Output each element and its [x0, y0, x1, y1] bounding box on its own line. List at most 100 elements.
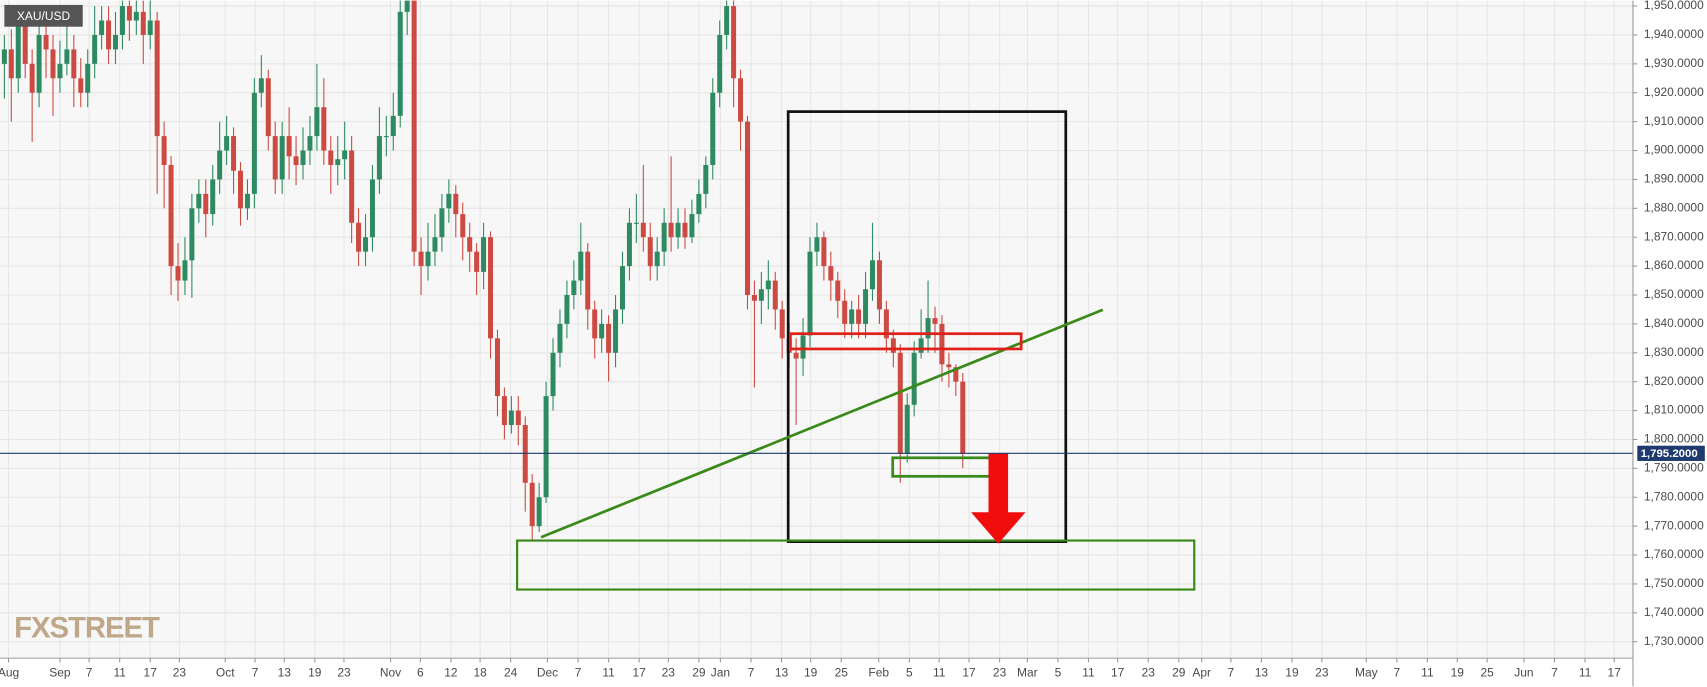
- candle-body: [258, 78, 264, 93]
- x-tick-label: 7: [1394, 666, 1401, 680]
- candle-body: [731, 6, 737, 79]
- candle-body: [619, 266, 625, 310]
- candle-body: [390, 115, 396, 137]
- y-tick-label: 1,880.0000: [1644, 200, 1704, 214]
- candle-body: [251, 92, 257, 194]
- candle-body: [654, 251, 660, 267]
- y-tick-label: 1,940.0000: [1644, 27, 1704, 41]
- x-tick-label: Jun: [1514, 666, 1533, 680]
- candle-body: [744, 121, 750, 295]
- candle-body: [439, 208, 445, 238]
- x-tick-label: Sep: [49, 666, 71, 680]
- y-tick-label: 1,850.0000: [1644, 287, 1704, 301]
- candle-body: [481, 237, 487, 272]
- candle-body: [508, 410, 514, 426]
- candle-body: [265, 78, 271, 137]
- candle-body: [717, 34, 723, 93]
- candle-body: [231, 136, 237, 171]
- candle-body: [238, 170, 244, 209]
- candle-body: [661, 222, 667, 252]
- candle-body: [856, 309, 862, 324]
- candle-body: [369, 179, 375, 238]
- x-tick-label: 17: [144, 666, 158, 680]
- candle-body: [557, 323, 563, 353]
- candle-body: [224, 136, 230, 151]
- candle-body: [647, 237, 653, 267]
- y-tick-label: 1,830.0000: [1644, 345, 1704, 359]
- x-tick-label: 29: [692, 666, 706, 680]
- y-tick-label: 1,770.0000: [1644, 518, 1704, 532]
- candle-body: [272, 136, 278, 180]
- candle-body: [64, 49, 70, 64]
- y-tick-label: 1,750.0000: [1644, 576, 1704, 590]
- candle-body: [835, 280, 841, 301]
- candle-body: [182, 260, 188, 281]
- current-price-label: 1,795.2000: [1641, 448, 1698, 460]
- candle-body: [550, 352, 556, 397]
- candle-body: [363, 237, 369, 252]
- candle-body: [78, 78, 84, 93]
- candle-body: [217, 150, 223, 180]
- candle-body: [29, 63, 35, 93]
- candle-body: [293, 156, 299, 165]
- candle-body: [307, 136, 313, 151]
- candle-body: [50, 49, 56, 79]
- candle-body: [300, 150, 306, 165]
- candle-body: [703, 164, 709, 194]
- candle-body: [515, 410, 521, 426]
- candle-body: [675, 222, 681, 238]
- candle-body: [349, 150, 355, 223]
- candle-body: [925, 318, 931, 339]
- candle-body: [522, 425, 528, 483]
- candle-body: [203, 193, 209, 215]
- candle-body: [897, 352, 903, 454]
- x-tick-label: 23: [993, 666, 1007, 680]
- x-tick-label: 17: [962, 666, 976, 680]
- candle-body: [501, 396, 507, 426]
- support-zone: [516, 539, 1196, 591]
- y-tick-label: 1,820.0000: [1644, 374, 1704, 388]
- candle-body: [99, 20, 105, 35]
- x-tick-label: 23: [662, 666, 676, 680]
- x-tick-label: Mar: [1017, 666, 1038, 680]
- x-tick-label: May: [1355, 666, 1378, 680]
- candle-body: [210, 179, 216, 215]
- y-tick-label: 1,910.0000: [1644, 114, 1704, 128]
- candle-body: [821, 237, 827, 267]
- candle-body: [1, 49, 7, 64]
- x-tick-label: 25: [835, 666, 849, 680]
- candle-body: [36, 34, 42, 93]
- candle-body: [342, 150, 348, 160]
- x-tick-label: Feb: [868, 666, 889, 680]
- candle-body: [432, 237, 438, 252]
- candle-body: [453, 193, 459, 215]
- x-tick-label: 23: [337, 666, 351, 680]
- x-tick-label: 24: [504, 666, 518, 680]
- candle-body: [606, 323, 612, 353]
- x-tick-label: 29: [1172, 666, 1186, 680]
- candle-body: [738, 78, 744, 122]
- candle-body: [890, 338, 896, 353]
- candle-body: [418, 251, 424, 267]
- candle-body: [918, 338, 924, 353]
- candle-body: [383, 136, 389, 138]
- y-tick-label: 1,900.0000: [1644, 143, 1704, 157]
- x-tick-label: 7: [1551, 666, 1558, 680]
- candle-body: [758, 289, 764, 301]
- candle-body: [765, 280, 771, 290]
- candle-body: [279, 136, 285, 180]
- candle-body: [863, 289, 869, 324]
- candle-body: [779, 309, 785, 339]
- candle-body: [460, 214, 466, 238]
- x-tick-label: 17: [1608, 666, 1622, 680]
- x-tick-label: Jan: [711, 666, 730, 680]
- candle-body: [578, 251, 584, 281]
- candle-body: [689, 214, 695, 238]
- candle-body: [314, 107, 320, 137]
- x-tick-label: 6: [417, 666, 424, 680]
- x-tick-label: 17: [1111, 666, 1125, 680]
- candles: [1, 0, 966, 541]
- candle-body: [571, 280, 577, 295]
- candle-body: [613, 309, 619, 353]
